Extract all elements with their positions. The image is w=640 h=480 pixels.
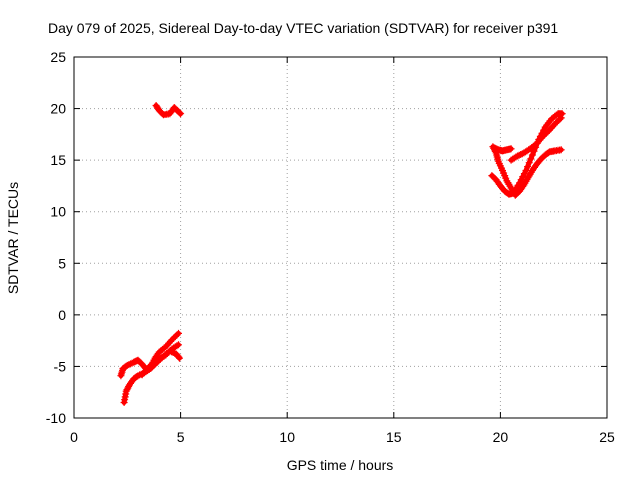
- data-point: [525, 159, 533, 167]
- y-tick-label: 25: [50, 49, 66, 65]
- data-point: [516, 179, 524, 187]
- data-point: [527, 155, 535, 163]
- data-point: [125, 361, 133, 369]
- data-point: [528, 151, 536, 159]
- data-point: [160, 344, 168, 352]
- data-point: [122, 387, 130, 395]
- data-point: [541, 131, 549, 139]
- y-tick-label: 15: [50, 152, 66, 168]
- data-point: [522, 167, 530, 174]
- x-axis-ticks: 0 5 10 15 20 25: [70, 57, 615, 445]
- chart-title: Day 079 of 2025, Sidereal Day-to-day VTE…: [48, 20, 558, 36]
- y-tick-label: 0: [58, 307, 66, 323]
- data-point: [175, 341, 182, 349]
- data-point: [517, 151, 525, 158]
- data-point: [514, 152, 521, 160]
- data-point: [127, 360, 134, 368]
- data-point: [531, 141, 539, 149]
- data-point: [556, 115, 564, 123]
- data-point: [507, 145, 515, 153]
- y-axis-ticks: -10 -5 0 5 10 15 20 25: [46, 49, 607, 426]
- data-point: [176, 109, 184, 117]
- data-point: [123, 361, 131, 369]
- y-tick-label: -5: [54, 358, 67, 374]
- grid-lines: [74, 57, 607, 418]
- plot-frame: [73, 56, 608, 419]
- x-tick-label: 0: [70, 429, 78, 445]
- data-point: [173, 331, 181, 339]
- x-tick-label: 20: [493, 429, 509, 445]
- y-tick-label: 5: [58, 255, 66, 271]
- data-point: [175, 353, 183, 361]
- data-point: [517, 176, 525, 184]
- data-point: [515, 151, 523, 159]
- x-tick-label: 25: [599, 429, 615, 445]
- data-point: [168, 336, 176, 344]
- data-point: [544, 128, 552, 136]
- data-point: [177, 110, 185, 118]
- x-tick-label: 15: [386, 429, 402, 445]
- data-point: [165, 348, 173, 356]
- data-point: [542, 129, 550, 137]
- data-point: [519, 173, 527, 181]
- data-point: [524, 163, 532, 171]
- y-axis-label: SDTVAR / TECUs: [5, 182, 21, 294]
- y-tick-label: -10: [46, 410, 66, 426]
- data-point: [124, 384, 132, 392]
- data-point: [557, 114, 565, 122]
- data-point: [162, 351, 170, 359]
- data-point: [539, 132, 547, 140]
- y-tick-label: 20: [50, 101, 66, 117]
- y-tick-label: 10: [50, 204, 66, 220]
- data-point: [173, 342, 181, 350]
- data-point: [171, 333, 179, 340]
- data-point: [123, 386, 131, 394]
- data-point: [175, 108, 183, 116]
- x-tick-label: 10: [279, 429, 295, 445]
- data-point: [557, 146, 565, 154]
- data-series: [117, 102, 566, 406]
- x-axis-label: GPS time / hours: [287, 457, 394, 473]
- data-point: [170, 334, 178, 342]
- data-point: [176, 354, 183, 362]
- data-point: [520, 170, 528, 178]
- data-point: [163, 350, 171, 357]
- x-tick-label: 5: [177, 429, 185, 445]
- data-point: [175, 329, 182, 337]
